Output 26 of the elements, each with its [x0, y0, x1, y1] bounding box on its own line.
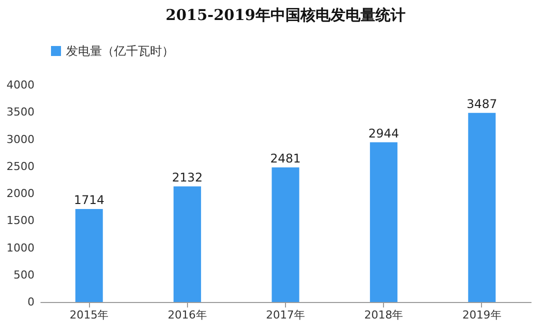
x-tick-label: 2015年 [70, 308, 109, 322]
bar [174, 186, 202, 302]
y-tick-label: 3000 [6, 132, 34, 146]
bar [75, 209, 103, 302]
x-tick-label: 2017年 [266, 308, 305, 322]
y-tick-label: 2500 [6, 160, 34, 173]
y-tick-label: 1000 [6, 241, 34, 254]
data-label: 2944 [368, 126, 399, 140]
data-label: 2132 [172, 170, 203, 184]
y-tick-label: 0 [28, 296, 34, 308]
bar [272, 167, 300, 302]
data-label: 1714 [74, 193, 104, 208]
data-label: 3487 [466, 96, 498, 111]
y-tick-label: 4000 [6, 78, 34, 92]
bar [370, 142, 398, 302]
y-tick-label: 1500 [6, 214, 34, 228]
legend-label: 发电量（亿千瓦时） [66, 44, 174, 58]
y-tick-label: 2000 [6, 187, 34, 200]
x-tick-label: 2018年 [364, 308, 404, 322]
data-label: 2481 [270, 151, 301, 166]
y-tick-label: 3500 [6, 106, 34, 119]
bar [468, 112, 496, 302]
x-tick-label: 2016年 [168, 308, 207, 322]
x-tick-label: 2019年 [462, 308, 502, 322]
y-tick-label: 500 [14, 268, 34, 282]
chart-title: 2015-2019年中国核电发电量统计 [166, 6, 406, 24]
